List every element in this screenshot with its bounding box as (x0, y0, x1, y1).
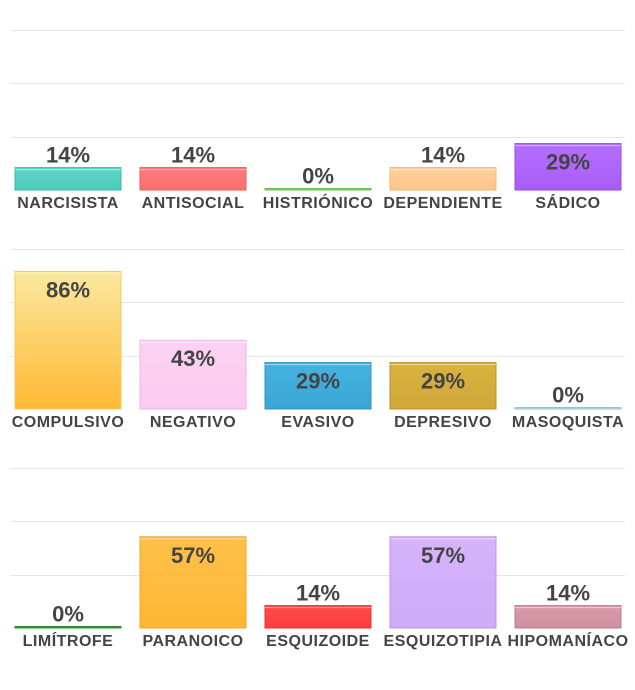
data-label: 86% (46, 277, 90, 302)
category-label: ESQUIZOIDE (266, 633, 370, 650)
chart-panel-1: 14% NARCISISTA 14% ANTISOCIAL 0% HISTRIÓNICO 1… (10, 30, 625, 212)
chart-panel-2: 86% COMPULSIVO 43% NEGATIVO 29% EVASIVO 29% DEP… (10, 249, 625, 431)
data-label: 57% (171, 543, 215, 568)
category-label: LIMÍTROFE (23, 631, 114, 650)
data-label: 29% (421, 369, 465, 394)
data-label: 14% (296, 581, 340, 606)
category-label: DEPENDIENTE (383, 195, 502, 212)
data-label: 14% (421, 143, 465, 168)
bar-esquizotipia (389, 536, 497, 629)
bar-evasivo (264, 362, 372, 410)
category-label: COMPULSIVO (12, 414, 125, 431)
data-label: 14% (171, 143, 215, 168)
data-label: 57% (421, 543, 465, 568)
chart-panel-3: 0% LIMÍTROFE 57% PARANOICO 14% ESQUIZOIDE 57% E… (10, 468, 628, 650)
bar-dependiente (389, 167, 497, 191)
bar-limítrofe (14, 626, 122, 629)
category-label: MASOQUISTA (512, 414, 624, 431)
data-label: 14% (546, 581, 590, 606)
bar-masoquista (514, 407, 622, 410)
bar-compulsivo (14, 270, 122, 410)
category-label: HISTRIÓNICO (263, 193, 373, 212)
bar-negativo (139, 339, 247, 410)
data-label: 0% (552, 383, 584, 408)
data-label: 0% (52, 602, 84, 627)
category-label: ESQUIZOTIPIA (384, 633, 503, 650)
category-label: NARCISISTA (17, 195, 119, 212)
category-label: SÁDICO (535, 193, 600, 212)
bar-histriónico (264, 188, 372, 191)
bar-paranoico (139, 536, 247, 629)
category-label: ANTISOCIAL (142, 195, 245, 212)
data-label: 29% (296, 369, 340, 394)
bar-sádico (514, 143, 622, 191)
category-label: NEGATIVO (150, 414, 236, 431)
category-label: HIPOMANÍACO (507, 631, 628, 650)
bar-hipomaníaco (514, 605, 622, 629)
bar-antisocial (139, 167, 247, 191)
bar-esquizoide (264, 605, 372, 629)
category-label: EVASIVO (281, 414, 354, 431)
bar-narcisista (14, 167, 122, 191)
category-label: DEPRESIVO (394, 414, 492, 431)
data-label: 14% (46, 143, 90, 168)
bar-depresivo (389, 362, 497, 410)
data-label: 0% (302, 164, 334, 189)
data-label: 29% (546, 150, 590, 175)
category-label: PARANOICO (142, 633, 243, 650)
data-label: 43% (171, 346, 215, 371)
